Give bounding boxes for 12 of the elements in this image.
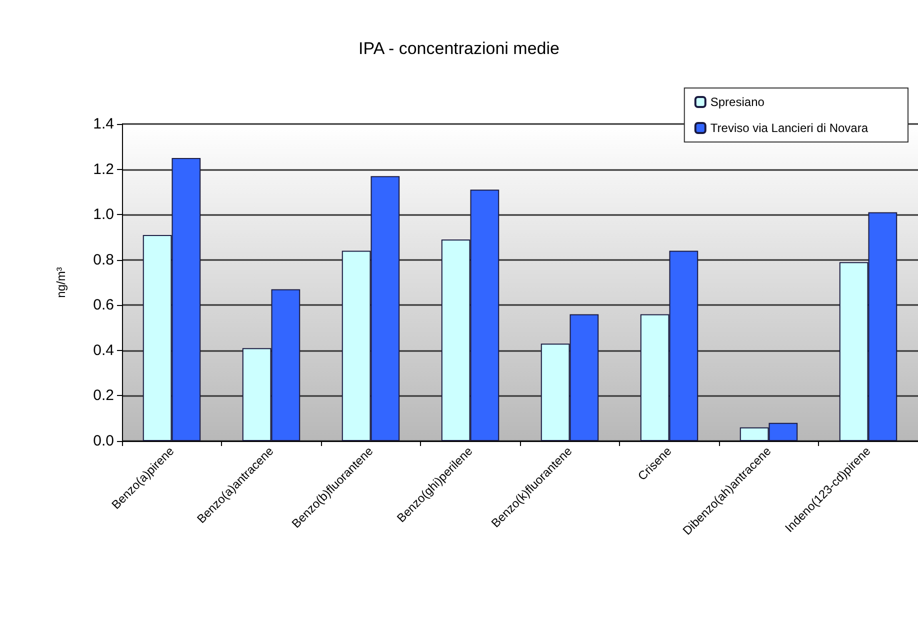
y-tick-label: 0.4 xyxy=(93,342,114,359)
y-tick-label: 0.0 xyxy=(93,432,114,450)
y-tick-label: 0.8 xyxy=(93,251,114,268)
legend-label: Spresiano xyxy=(710,95,765,109)
y-tick-label: 0.6 xyxy=(93,296,114,314)
y-tick-label: 1.0 xyxy=(93,206,114,224)
y-tick-label: 0.2 xyxy=(93,387,114,404)
legend-label: Treviso via Lancieri di Novara xyxy=(710,121,868,135)
y-tick-label: 1.4 xyxy=(93,116,114,132)
chart-title: IPA - concentrazioni medie xyxy=(358,39,560,58)
y-axis-title: ng/m³ xyxy=(54,267,68,298)
y-tick-label: 1.2 xyxy=(93,160,114,178)
